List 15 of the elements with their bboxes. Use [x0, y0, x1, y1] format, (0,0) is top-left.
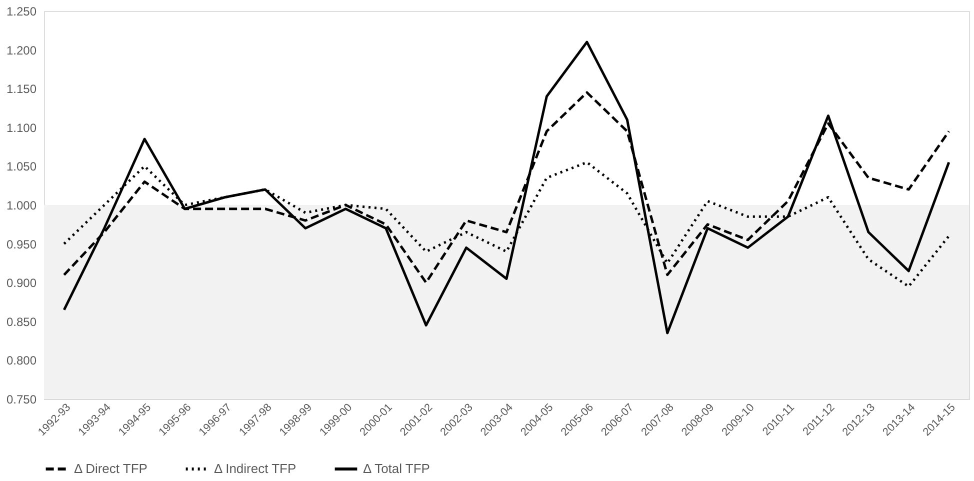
y-tick-label: 0.750 [6, 392, 37, 406]
legend-label: Δ Direct TFP [74, 461, 148, 476]
y-tick-label: 1.200 [6, 43, 37, 58]
legend-label: Δ Indirect TFP [214, 461, 296, 476]
y-tick-label: 1.150 [6, 82, 37, 96]
y-tick-label: 1.100 [6, 120, 37, 135]
y-tick-label: 1.000 [6, 198, 37, 212]
y-tick-label: 1.250 [6, 4, 37, 18]
y-tick-label: 1.050 [6, 160, 37, 174]
y-tick-label: 0.850 [6, 314, 37, 329]
y-tick-label: 0.800 [6, 354, 37, 368]
line-series [62, 40, 950, 334]
legend-label: Δ Total TFP [363, 461, 430, 476]
y-tick-label: 0.950 [6, 237, 37, 252]
y-tick-label: 0.900 [6, 276, 37, 290]
